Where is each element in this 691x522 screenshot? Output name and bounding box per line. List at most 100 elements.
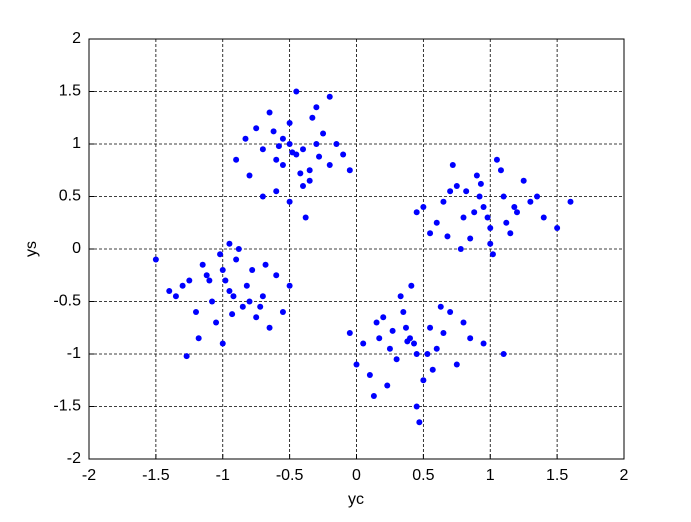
point <box>433 219 440 226</box>
point <box>270 128 277 135</box>
point <box>273 156 280 163</box>
point <box>346 167 353 174</box>
point <box>477 180 484 187</box>
y-tick-label: -1 <box>67 345 81 362</box>
point <box>447 188 454 195</box>
point <box>534 193 541 200</box>
point <box>239 303 246 310</box>
point <box>326 93 333 100</box>
point <box>400 309 407 315</box>
point <box>243 282 250 289</box>
point <box>384 382 391 389</box>
point <box>259 193 266 200</box>
point <box>408 282 415 289</box>
point <box>279 309 286 315</box>
point <box>420 377 427 384</box>
point <box>420 204 427 210</box>
point <box>313 104 320 111</box>
x-tick-label: -2 <box>82 467 96 484</box>
point <box>309 114 316 121</box>
point <box>286 141 293 147</box>
point <box>229 311 236 318</box>
point <box>289 149 296 156</box>
point <box>286 120 293 126</box>
y-tick-label: -1.5 <box>53 398 81 415</box>
point <box>471 209 478 216</box>
point <box>286 282 293 289</box>
point <box>440 330 447 336</box>
point <box>259 293 266 300</box>
point <box>476 193 483 200</box>
point <box>316 153 323 160</box>
point <box>497 167 504 174</box>
point <box>376 335 383 342</box>
point <box>206 277 213 284</box>
x-tick-label: -0.5 <box>276 467 304 484</box>
point <box>152 256 159 263</box>
point <box>186 277 193 284</box>
point <box>467 335 474 342</box>
point <box>193 309 199 315</box>
point <box>333 141 340 147</box>
x-tick-label: 0.5 <box>412 467 434 484</box>
point <box>242 135 249 142</box>
point <box>484 214 491 221</box>
point <box>404 338 411 345</box>
x-tick-label: -1 <box>216 467 230 484</box>
point <box>219 267 226 273</box>
point <box>273 272 280 279</box>
point <box>467 235 474 242</box>
point <box>527 198 534 205</box>
point <box>235 246 242 252</box>
point <box>511 204 518 210</box>
y-tick-label: 0.5 <box>59 188 81 205</box>
point <box>416 419 423 426</box>
point <box>449 162 456 168</box>
point <box>262 261 269 268</box>
point <box>429 366 436 373</box>
y-axis-label: ys <box>23 241 40 257</box>
point <box>427 324 434 331</box>
point <box>286 198 293 205</box>
point <box>293 88 300 95</box>
point <box>249 267 256 273</box>
point <box>233 156 240 163</box>
point <box>413 351 420 357</box>
point <box>500 351 507 357</box>
point <box>226 288 233 294</box>
point <box>444 233 451 240</box>
point <box>360 340 367 347</box>
point <box>427 230 434 237</box>
point <box>386 345 393 352</box>
point <box>487 240 494 247</box>
point <box>306 167 313 174</box>
y-tick-label: -2 <box>67 450 81 467</box>
x-tick-label: -1.5 <box>142 467 170 484</box>
point <box>313 141 320 147</box>
point <box>453 361 460 368</box>
y-tick-label: 0 <box>72 240 81 257</box>
point <box>246 172 253 179</box>
x-axis-label: yc <box>348 491 364 508</box>
point <box>233 256 240 263</box>
point <box>199 261 206 268</box>
y-tick-label: 1 <box>72 135 81 152</box>
point <box>373 319 380 326</box>
y-tick-label: 1.5 <box>59 83 81 100</box>
point <box>203 272 210 279</box>
point <box>253 314 260 321</box>
point <box>507 230 514 237</box>
x-tick-label: 2 <box>620 467 629 484</box>
point <box>453 183 460 189</box>
point <box>540 214 547 221</box>
point <box>424 351 431 357</box>
point <box>413 209 420 216</box>
point <box>503 219 510 226</box>
point <box>266 109 273 116</box>
point <box>213 319 220 326</box>
point <box>389 327 396 334</box>
point <box>493 156 500 163</box>
point <box>246 298 253 305</box>
point <box>273 188 280 195</box>
